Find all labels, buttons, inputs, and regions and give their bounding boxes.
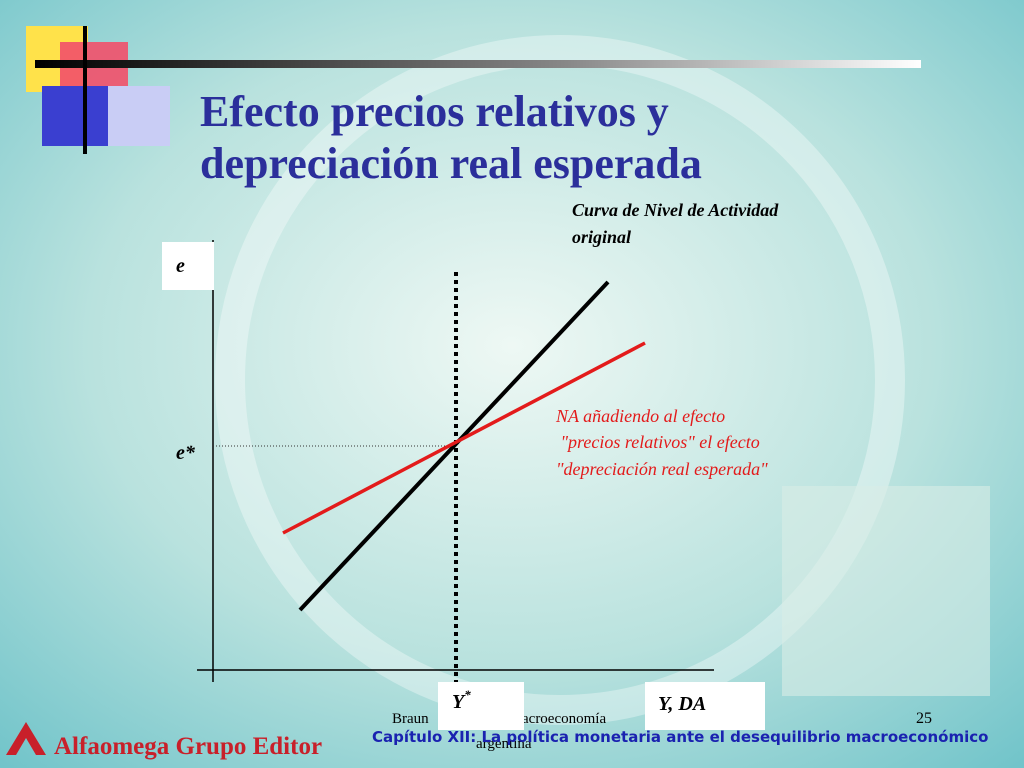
na-original <box>298 280 610 612</box>
publisher: Alfaomega Grupo Editor <box>54 733 322 760</box>
deco-bar <box>35 60 921 68</box>
deco <box>83 26 87 154</box>
x-star-base: Y <box>452 691 466 713</box>
curve-label: Curva de Nivel de Actividad <box>572 200 779 220</box>
na-label: "depreciación real esperada" <box>556 459 768 479</box>
footer-author: Braun <box>392 711 429 727</box>
y-axis-label: e <box>176 255 185 277</box>
title: Efecto precios relativos y <box>200 87 669 136</box>
x-axis-label: Y, DA <box>658 693 706 715</box>
chapter: Capítulo XII: La política monetaria ante… <box>372 728 988 746</box>
curve-label: original <box>572 227 631 247</box>
na-label: "precios relativos" el efecto <box>556 432 760 452</box>
page-number: 25 <box>916 710 932 727</box>
footer-book: acroeconomía <box>522 711 606 727</box>
watermark <box>215 35 905 725</box>
na-new <box>282 341 646 535</box>
logo <box>6 722 46 755</box>
deco <box>108 86 170 146</box>
x-star-sup: * <box>464 687 471 702</box>
na-label: NA añadiendo al efecto <box>555 406 725 426</box>
book-cover <box>782 486 990 696</box>
footer-book: argentina <box>476 736 532 752</box>
x-star: Y* <box>452 687 471 713</box>
deco <box>42 86 108 146</box>
label-box <box>162 242 214 290</box>
y-star: e* <box>176 442 196 464</box>
title: depreciación real esperada <box>200 139 702 188</box>
label-box <box>438 682 524 730</box>
label-box <box>645 682 765 730</box>
